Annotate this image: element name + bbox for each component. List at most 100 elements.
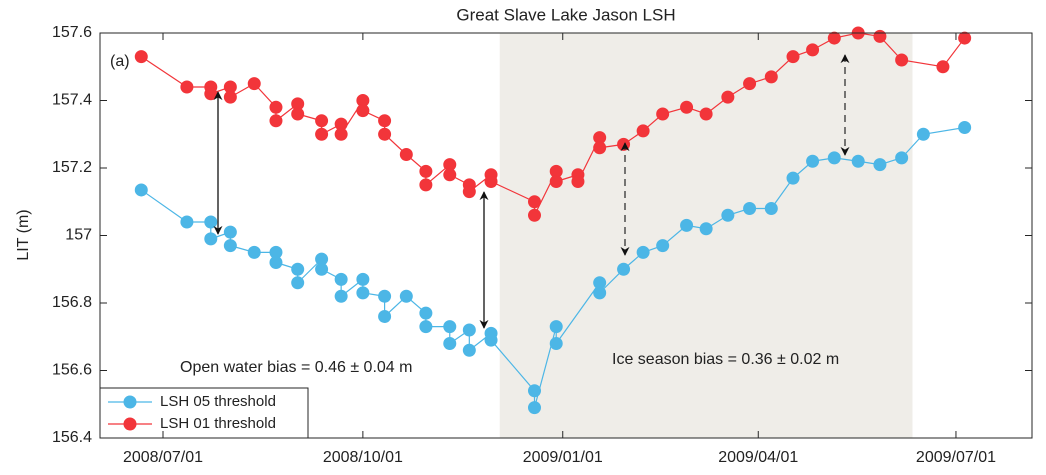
data-point — [527, 384, 541, 398]
data-point — [419, 164, 433, 178]
legend-box — [99, 387, 309, 439]
data-point — [180, 215, 194, 229]
data-point — [806, 154, 820, 168]
data-point — [378, 310, 392, 323]
data-point — [419, 306, 433, 320]
data-point — [443, 168, 457, 182]
data-point — [269, 100, 283, 114]
data-point — [399, 289, 413, 303]
data-point — [484, 175, 498, 188]
legend-marker — [123, 417, 137, 431]
y-tick-label: 156.4 — [52, 429, 92, 446]
x-tick-label: 2009/07/01 — [916, 449, 996, 466]
data-point — [399, 148, 413, 161]
data-point — [806, 43, 820, 57]
data-point — [571, 175, 585, 188]
data-point — [873, 158, 887, 172]
data-point — [916, 127, 930, 141]
data-point — [936, 60, 950, 74]
data-point — [743, 202, 757, 215]
data-point — [223, 90, 237, 104]
data-point — [593, 141, 607, 155]
data-point — [743, 77, 757, 91]
data-point — [617, 262, 631, 276]
data-point — [223, 225, 237, 239]
x-tick-label: 2008/07/01 — [123, 449, 203, 466]
data-point — [656, 239, 670, 253]
y-tick-label: 157 — [65, 227, 92, 244]
data-point — [680, 100, 694, 114]
y-axis-label: LIT (m) — [15, 209, 32, 260]
data-point — [549, 337, 563, 350]
data-point — [315, 127, 329, 141]
data-point — [443, 337, 457, 350]
data-point — [291, 262, 305, 276]
chart-title: Great Slave Lake Jason LSH — [456, 5, 675, 24]
data-point — [204, 87, 218, 101]
data-point — [334, 127, 348, 141]
y-tick-label: 157.6 — [52, 24, 92, 41]
data-point — [356, 272, 370, 286]
annotation: Ice season bias = 0.36 ± 0.02 m — [612, 351, 839, 368]
data-point — [315, 262, 329, 276]
y-tick-label: 157.4 — [52, 92, 92, 109]
y-tick-label: 157.2 — [52, 159, 92, 176]
data-point — [134, 183, 148, 197]
data-point — [462, 323, 476, 337]
data-point — [699, 222, 713, 236]
data-point — [721, 90, 735, 104]
ice-season-shade — [499, 33, 913, 438]
data-point — [636, 124, 650, 138]
data-point — [636, 245, 650, 259]
data-point — [378, 127, 392, 141]
data-point — [958, 31, 972, 45]
data-point — [462, 185, 476, 199]
legend-marker — [123, 395, 137, 409]
data-point — [419, 178, 433, 192]
data-point — [699, 107, 713, 121]
data-point — [895, 151, 909, 165]
data-point — [764, 70, 778, 84]
data-point — [356, 104, 370, 118]
data-point — [443, 320, 457, 334]
x-tick-label: 2009/04/01 — [718, 449, 798, 466]
data-point — [827, 151, 841, 165]
data-point — [786, 171, 800, 185]
legend-label: LSH 01 threshold — [160, 415, 276, 432]
data-point — [549, 320, 563, 334]
data-point — [873, 29, 887, 43]
data-point — [334, 272, 348, 286]
data-point — [291, 276, 305, 290]
data-point — [617, 137, 631, 151]
data-point — [356, 286, 370, 300]
data-point — [764, 202, 778, 215]
data-point — [204, 215, 218, 229]
data-point — [721, 208, 735, 222]
data-point — [247, 245, 261, 259]
data-point — [527, 195, 541, 209]
data-point — [851, 154, 865, 168]
data-point — [462, 343, 476, 357]
data-point — [419, 320, 433, 334]
data-point — [895, 53, 909, 67]
data-point — [180, 80, 194, 94]
panel-label: (a) — [110, 53, 130, 70]
data-point — [549, 175, 563, 188]
data-point — [269, 256, 283, 269]
data-point — [315, 114, 329, 128]
series-line — [140, 32, 966, 216]
data-point — [527, 208, 541, 222]
x-tick-label: 2008/10/01 — [323, 449, 403, 466]
data-point — [334, 289, 348, 303]
data-point — [680, 218, 694, 232]
data-point — [204, 232, 218, 246]
data-point — [958, 121, 972, 134]
y-tick-label: 156.6 — [52, 362, 92, 379]
data-point — [247, 77, 261, 91]
data-point — [656, 107, 670, 121]
legend-label: LSH 05 threshold — [160, 393, 276, 410]
annotation: Open water bias = 0.46 ± 0.04 m — [180, 359, 412, 376]
data-point — [223, 239, 237, 253]
data-point — [378, 289, 392, 303]
